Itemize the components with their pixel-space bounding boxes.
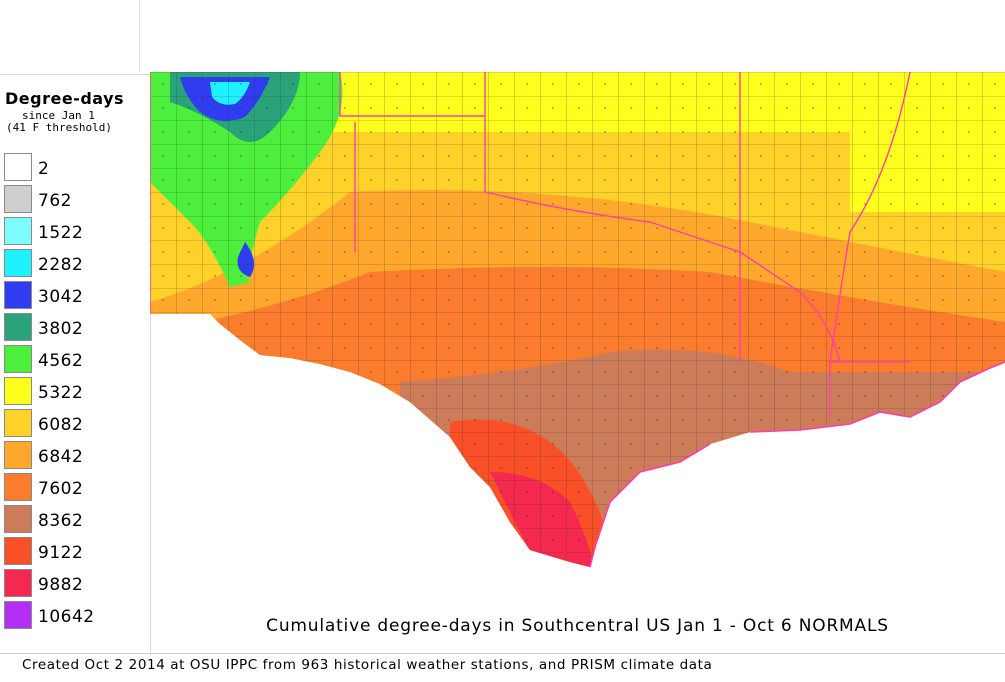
legend-item: 9122 xyxy=(4,535,144,567)
legend-swatch xyxy=(4,409,32,437)
footer-divider xyxy=(0,653,1005,654)
legend-swatch xyxy=(4,473,32,501)
legend-item: 762 xyxy=(4,183,144,215)
legend-subtitle-1: since Jan 1 xyxy=(22,109,95,122)
legend-label: 4562 xyxy=(38,351,84,371)
legend-label: 762 xyxy=(38,191,72,211)
legend-swatch xyxy=(4,281,32,309)
map-title: Cumulative degree-days in Southcentral U… xyxy=(266,616,889,636)
legend-item: 6082 xyxy=(4,407,144,439)
legend-item: 1522 xyxy=(4,215,144,247)
legend-title: Degree-days xyxy=(5,89,125,108)
legend-item: 6842 xyxy=(4,439,144,471)
legend-label: 5322 xyxy=(38,383,84,403)
legend-label: 2 xyxy=(38,159,50,179)
legend-label: 6082 xyxy=(38,415,84,435)
legend-panel: Degree-days since Jan 1 (41 F threshold)… xyxy=(0,74,151,655)
legend-label: 3802 xyxy=(38,319,84,339)
legend-item: 8362 xyxy=(4,503,144,535)
legend-label: 3042 xyxy=(38,287,84,307)
top-divider xyxy=(139,0,140,72)
legend-label: 9122 xyxy=(38,543,84,563)
legend-item: 5322 xyxy=(4,375,144,407)
legend-item: 3802 xyxy=(4,311,144,343)
legend-item: 2282 xyxy=(4,247,144,279)
legend-item: 3042 xyxy=(4,279,144,311)
legend-swatch xyxy=(4,217,32,245)
coastline-east xyxy=(749,361,1005,433)
legend-item: 7602 xyxy=(4,471,144,503)
legend-swatch xyxy=(4,569,32,597)
legend-item: 2 xyxy=(4,151,144,183)
legend-label: 10642 xyxy=(38,607,95,627)
land-shading xyxy=(150,72,1005,567)
legend-swatch xyxy=(4,505,32,533)
legend-label: 7602 xyxy=(38,479,84,499)
legend-label: 9882 xyxy=(38,575,84,595)
legend-swatch xyxy=(4,377,32,405)
legend-label: 6842 xyxy=(38,447,84,467)
legend-swatch xyxy=(4,537,32,565)
legend-label: 2282 xyxy=(38,255,84,275)
credit-line: Created Oct 2 2014 at OSU IPPC from 963 … xyxy=(22,657,713,673)
state-boundaries xyxy=(150,72,911,417)
legend-item: 10642 xyxy=(4,599,144,631)
degree-day-map xyxy=(150,72,1005,568)
legend-swatch xyxy=(4,345,32,373)
legend-swatch xyxy=(4,153,32,181)
legend-swatch xyxy=(4,601,32,629)
legend-item: 9882 xyxy=(4,567,144,599)
legend-swatch xyxy=(4,185,32,213)
legend-label: 1522 xyxy=(38,223,84,243)
coastline xyxy=(589,443,711,568)
legend-subtitle-2: (41 F threshold) xyxy=(6,121,112,134)
legend-swatch xyxy=(4,249,32,277)
legend-swatch xyxy=(4,313,32,341)
legend-item: 4562 xyxy=(4,343,144,375)
legend-label: 8362 xyxy=(38,511,84,531)
legend-swatch xyxy=(4,441,32,469)
top-blank-area xyxy=(0,0,1005,72)
